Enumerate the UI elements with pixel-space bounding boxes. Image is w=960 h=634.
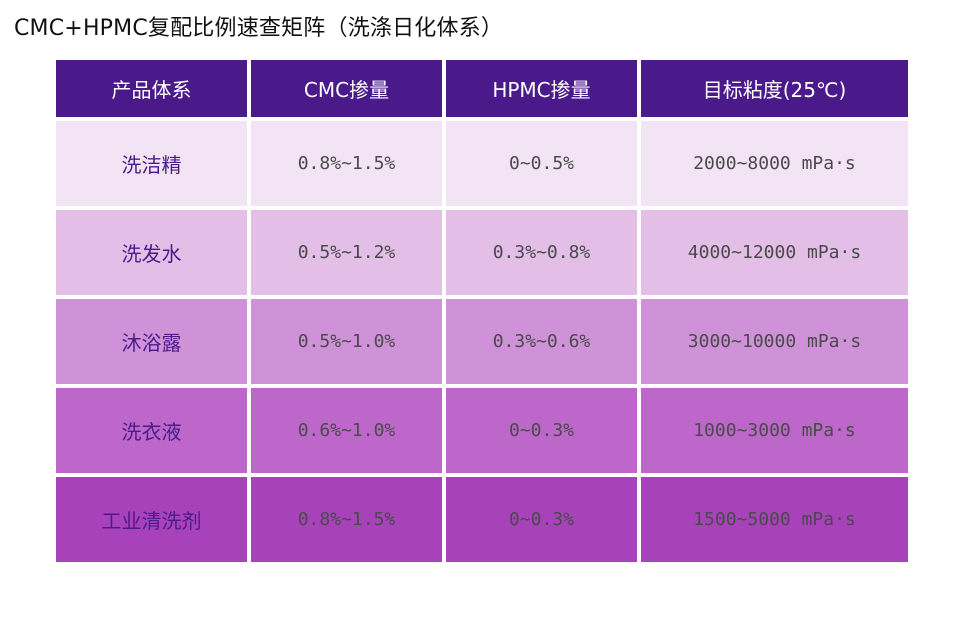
hpmc-dosage-cell: 0~0.3% — [446, 388, 637, 473]
cmc-dosage-cell: 0.8%~1.5% — [251, 477, 442, 562]
hpmc-dosage-cell: 0.3%~0.8% — [446, 210, 637, 295]
product-name-cell: 洗洁精 — [56, 121, 247, 206]
table-row: 洗洁精 0.8%~1.5% 0~0.5% 2000~8000 mPa·s — [56, 121, 908, 206]
cmc-dosage-cell: 0.5%~1.2% — [251, 210, 442, 295]
table-row: 洗发水 0.5%~1.2% 0.3%~0.8% 4000~12000 mPa·s — [56, 210, 908, 295]
hpmc-dosage-cell: 0~0.3% — [446, 477, 637, 562]
matrix-table: 产品体系 CMC掺量 HPMC掺量 目标粘度(25℃) 洗洁精 0.8%~1.5… — [56, 60, 908, 566]
product-name-cell: 工业清洗剂 — [56, 477, 247, 562]
cmc-dosage-cell: 0.6%~1.0% — [251, 388, 442, 473]
cmc-dosage-cell: 0.5%~1.0% — [251, 299, 442, 384]
table-row: 沐浴露 0.5%~1.0% 0.3%~0.6% 3000~10000 mPa·s — [56, 299, 908, 384]
table-row: 洗衣液 0.6%~1.0% 0~0.3% 1000~3000 mPa·s — [56, 388, 908, 473]
table-row: 工业清洗剂 0.8%~1.5% 0~0.3% 1500~5000 mPa·s — [56, 477, 908, 562]
table-header-row: 产品体系 CMC掺量 HPMC掺量 目标粘度(25℃) — [56, 60, 908, 117]
hpmc-dosage-cell: 0~0.5% — [446, 121, 637, 206]
product-name-cell: 洗发水 — [56, 210, 247, 295]
viscosity-cell: 1500~5000 mPa·s — [641, 477, 908, 562]
viscosity-cell: 3000~10000 mPa·s — [641, 299, 908, 384]
hpmc-dosage-cell: 0.3%~0.6% — [446, 299, 637, 384]
header-product-system: 产品体系 — [56, 60, 247, 117]
viscosity-cell: 4000~12000 mPa·s — [641, 210, 908, 295]
header-target-viscosity: 目标粘度(25℃) — [641, 60, 908, 117]
product-name-cell: 洗衣液 — [56, 388, 247, 473]
header-hpmc-dosage: HPMC掺量 — [446, 60, 637, 117]
viscosity-cell: 1000~3000 mPa·s — [641, 388, 908, 473]
page-title: CMC+HPMC复配比例速查矩阵（洗涤日化体系） — [14, 16, 504, 41]
product-name-cell: 沐浴露 — [56, 299, 247, 384]
header-cmc-dosage: CMC掺量 — [251, 60, 442, 117]
viscosity-cell: 2000~8000 mPa·s — [641, 121, 908, 206]
cmc-dosage-cell: 0.8%~1.5% — [251, 121, 442, 206]
